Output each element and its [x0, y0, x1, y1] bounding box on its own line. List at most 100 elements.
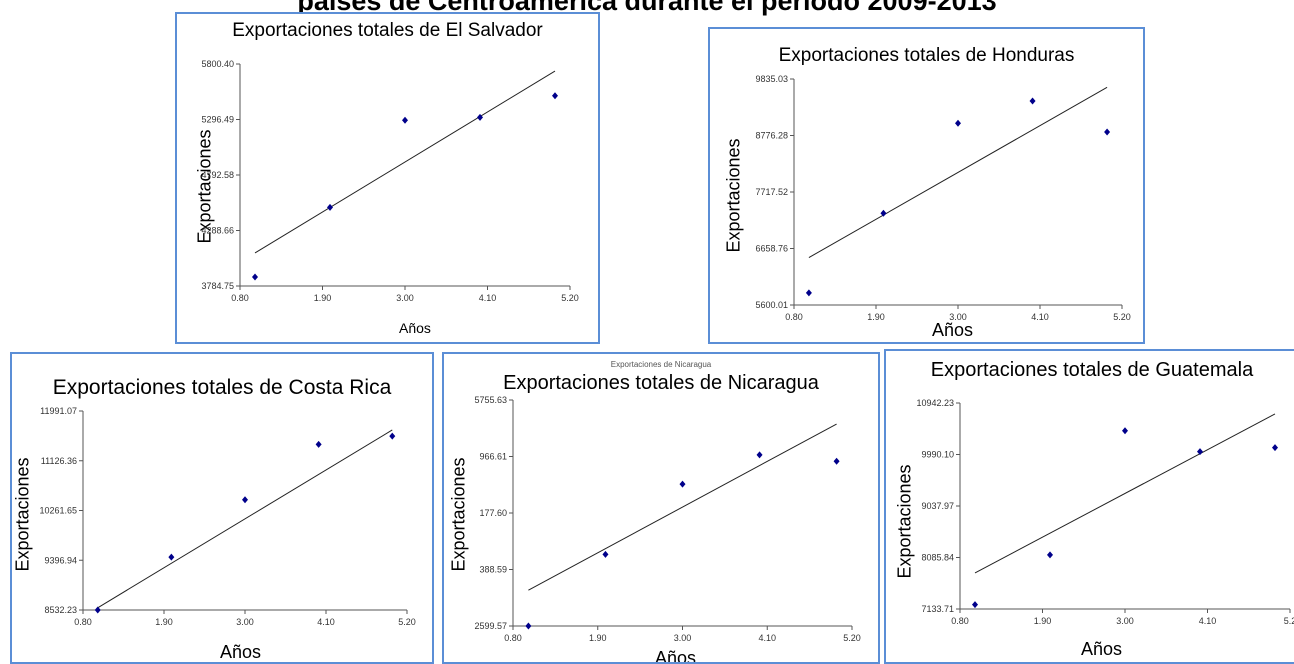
data-point — [833, 457, 840, 465]
data-point — [402, 116, 408, 124]
y-tick-label: 388.59 — [479, 565, 507, 575]
data-point — [880, 209, 887, 217]
x-tick-label: 4.10 — [317, 617, 335, 627]
x-tick-label: 5.20 — [398, 617, 416, 627]
trendline — [974, 413, 1276, 574]
x-axis-label: Años — [220, 642, 262, 662]
chart-panel-costa-rica: Exportaciones totales de Costa Rica Expo… — [10, 352, 434, 664]
y-tick-label: 9396.94 — [44, 555, 77, 565]
x-tick-label: 0.80 — [231, 293, 249, 303]
y-tick-label: 177.60 — [479, 508, 507, 518]
x-tick-label: 3.00 — [396, 293, 414, 303]
y-tick-label: 11126.36 — [41, 456, 77, 466]
x-axis-label: Años — [932, 320, 974, 340]
data-point — [972, 601, 978, 609]
chart-title: Exportaciones totales de Costa Rica — [52, 376, 392, 399]
y-tick-label: 5600.01 — [755, 300, 788, 310]
y-tick-label: 8085.84 — [921, 553, 954, 563]
data-point — [805, 289, 812, 297]
y-tick-label: 5296.49 — [201, 115, 234, 125]
chart-title: Exportaciones totales de El Salvador — [232, 20, 543, 41]
x-tick-label: 3.00 — [674, 633, 692, 643]
y-tick-label: 7717.52 — [755, 187, 788, 197]
scatter-plot: 0.80 1.90 3.00 4.10 5.20 3784.75 4288.66 4792.5… — [201, 59, 579, 303]
x-tick-label: 5.20 — [1113, 312, 1131, 322]
trendline — [254, 70, 556, 254]
data-point — [602, 550, 609, 558]
chart-panel-honduras: Exportaciones totales de Honduras Export… — [708, 27, 1145, 344]
x-tick-label: 1.90 — [155, 617, 173, 627]
x-tick-label: 4.10 — [1031, 312, 1049, 322]
y-tick-label: 9037.97 — [921, 501, 954, 511]
y-tick-label: 7133.71 — [921, 604, 954, 614]
y-tick-label: 5800.40 — [201, 59, 234, 69]
x-tick-label: 1.90 — [867, 312, 885, 322]
x-tick-label: 5.2 — [1284, 616, 1294, 626]
x-tick-label: 1.90 — [589, 633, 607, 643]
chart-title: Exportaciones totales de Nicaragua — [503, 372, 819, 394]
data-point — [242, 496, 248, 504]
x-tick-label: 1.90 — [1034, 616, 1052, 626]
data-point — [1122, 427, 1128, 435]
data-point — [679, 480, 686, 488]
data-point — [1197, 448, 1203, 456]
y-tick-label: 8776.28 — [755, 131, 788, 141]
data-point — [315, 440, 322, 448]
x-tick-label: 5.20 — [843, 633, 861, 643]
y-tick-label: 3784.75 — [201, 281, 234, 291]
x-axis-label: Años — [399, 320, 431, 336]
y-tick-label: 8532.23 — [44, 605, 77, 615]
y-tick-label: 966.61 — [479, 452, 507, 462]
data-point — [525, 622, 532, 630]
chart-title: Exportaciones totales de Guatemala — [930, 359, 1254, 381]
data-point — [252, 273, 258, 281]
scatter-plot: 0.80 1.90 3.00 4.10 5.2 7133.71 8085.84 9037.97… — [916, 398, 1294, 626]
x-tick-label: 3.00 — [1116, 616, 1134, 626]
x-tick-label: 0.80 — [74, 617, 92, 627]
x-axis-label: Años — [1081, 639, 1123, 659]
x-tick-label: 0.80 — [951, 616, 969, 626]
trendline — [97, 429, 393, 609]
data-point — [552, 92, 558, 100]
trendline — [528, 423, 837, 591]
data-point — [1272, 444, 1278, 452]
data-point — [1104, 128, 1111, 136]
data-point — [1047, 551, 1053, 559]
y-tick-label: 4288.66 — [201, 226, 234, 236]
data-point — [756, 451, 763, 459]
data-point — [389, 432, 396, 440]
x-tick-label: 0.80 — [785, 312, 803, 322]
y-tick-label: 5755.63 — [474, 395, 507, 405]
x-tick-label: 5.20 — [561, 293, 579, 303]
y-tick-label: 9990.10 — [921, 450, 954, 460]
scatter-plot: 0.80 1.90 3.00 4.10 5.20 5600.01 6658.76 7717.5… — [755, 74, 1131, 322]
y-tick-label: 10942.23 — [916, 398, 954, 408]
x-tick-label: 1.90 — [314, 293, 332, 303]
y-tick-label: 6658.76 — [755, 244, 788, 254]
x-tick-label: 4.10 — [1199, 616, 1217, 626]
scatter-plot: 0.80 1.90 3.00 4.10 5.20 8532.23 9396.94 10261.… — [39, 406, 416, 627]
data-point — [1029, 97, 1036, 105]
data-point — [168, 553, 175, 561]
chart-panel-guatemala: Exportaciones totales de Guatemala Expor… — [884, 349, 1294, 664]
x-tick-label: 4.10 — [479, 293, 497, 303]
x-tick-label: 3.00 — [236, 617, 254, 627]
trendline — [808, 86, 1108, 258]
y-tick-label: 9835.03 — [755, 74, 788, 84]
data-point — [327, 203, 333, 211]
data-point — [955, 119, 961, 127]
chart-title: Exportaciones totales de Honduras — [778, 45, 1075, 66]
x-axis-label: Años — [655, 648, 697, 664]
y-tick-label: 2599.57 — [474, 621, 507, 631]
y-tick-label: 4792.58 — [201, 170, 234, 180]
chart-panel-nicaragua: Exportaciones de Nicaragua Exportaciones… — [442, 352, 880, 664]
chart-panel-el-salvador: Exportaciones totales de El Salvador Exp… — [175, 12, 600, 344]
scatter-plot: 0.80 1.90 3.00 4.10 5.20 2599.57 388.59 177.60 9… — [474, 395, 861, 643]
chart-ghost-title: Exportaciones de Nicaragua — [610, 360, 712, 369]
x-tick-label: 4.10 — [758, 633, 776, 643]
y-tick-label: 10261.65 — [39, 506, 77, 516]
x-tick-label: 3.00 — [949, 312, 967, 322]
x-tick-label: 0.80 — [504, 633, 522, 643]
data-point — [94, 606, 101, 614]
data-point — [477, 113, 483, 121]
